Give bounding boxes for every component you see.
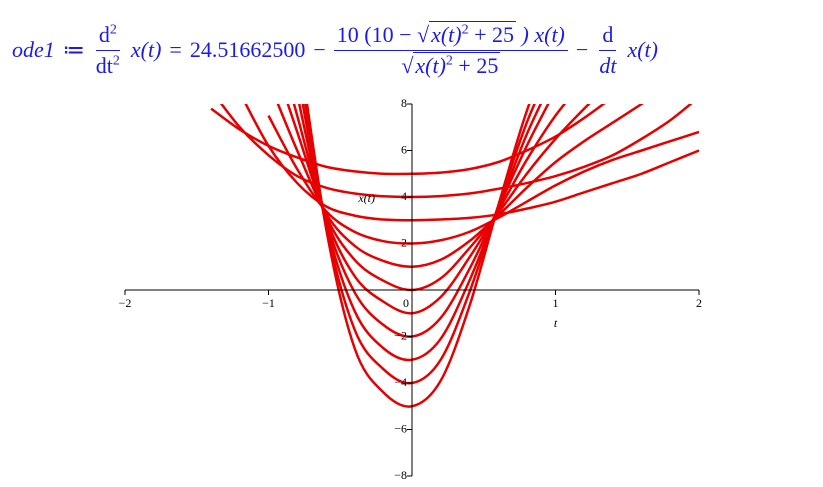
eq-d: d (98, 21, 110, 47)
eq-order-den: 2 (112, 53, 120, 69)
y-tick-label: 6 (401, 142, 407, 156)
eq-order: 2 (109, 22, 117, 38)
eq-assign: ≔ (62, 37, 85, 62)
solution-curve (305, 104, 531, 408)
eq-num-radical: √ (417, 21, 430, 47)
y-tick-label: −6 (394, 421, 407, 435)
eq-den-var: x(t) (415, 52, 446, 78)
solution-curve (304, 104, 536, 385)
x-tick-label: 1 (553, 296, 559, 310)
x-tick-label: −1 (262, 296, 275, 310)
y-axis-label: x(t) (357, 191, 375, 205)
curves (210, 104, 700, 408)
eq-equals: = (169, 37, 182, 62)
eq-num-radicand: x(t)2 + 25 (429, 20, 517, 47)
y-tick-label: −2 (394, 328, 407, 342)
eq-minus: − (313, 37, 326, 62)
eq-name: ode1 (12, 37, 55, 62)
solution-curve (267, 115, 700, 245)
solution-curve (219, 104, 693, 199)
eq-num-power: 2 (461, 22, 469, 38)
solution-curve (301, 104, 543, 362)
equation: ode1 ≔ d2 dt2 x(t) = 24.51662500 − 10 (1… (12, 10, 658, 90)
eq-var2: x(t) (627, 37, 658, 62)
solution-curve (276, 104, 644, 269)
eq-num-plus: + 25 (474, 21, 515, 47)
eq-num-prefix: 10 (10 − (336, 21, 412, 47)
x-tick-label: −2 (119, 296, 132, 310)
y-tick-label: 2 (401, 235, 407, 249)
y-tick-label: −8 (394, 468, 407, 482)
solution-curve (286, 104, 591, 292)
eq-deriv2-num: d (599, 22, 617, 51)
eq-var: x(t) (130, 37, 162, 62)
solution-curve (297, 104, 550, 338)
eq-den-power: 2 (445, 53, 453, 69)
y-tick-label: 4 (401, 189, 407, 203)
eq-deriv2-den: dt (599, 52, 617, 78)
eq-denominator: √x(t)2 + 25 (398, 51, 503, 79)
eq-deriv: d2 dt2 (93, 22, 123, 79)
eq-num-suffix: ) x(t) (521, 21, 565, 47)
eq-dt: dt (95, 52, 113, 78)
eq-deriv-num: d2 (95, 21, 120, 51)
y-tick-label: −4 (394, 375, 407, 389)
y-tick-label: 8 (401, 96, 407, 110)
eq-deriv2: d dt (596, 22, 619, 79)
eq-fraction: 10 (10 − √x(t)2 + 25 ) x(t) √x(t)2 + 25 (333, 20, 568, 79)
eq-numerator: 10 (10 − √x(t)2 + 25 ) x(t) (333, 20, 568, 51)
eq-den-radical: √ (401, 52, 414, 78)
eq-constant: 24.51662500 (189, 37, 306, 62)
x-axis-label: t (554, 316, 558, 330)
solution-curve (292, 104, 567, 315)
eq-minus2: − (575, 37, 589, 62)
eq-num-var: x(t) (431, 21, 462, 47)
eq-deriv-den: dt2 (93, 51, 123, 79)
x-tick-label: 2 (696, 296, 702, 310)
eq-den-plus: + 25 (458, 52, 499, 78)
eq-den-radicand: x(t)2 + 25 (413, 51, 501, 78)
x-tick-label: 0 (403, 296, 409, 310)
